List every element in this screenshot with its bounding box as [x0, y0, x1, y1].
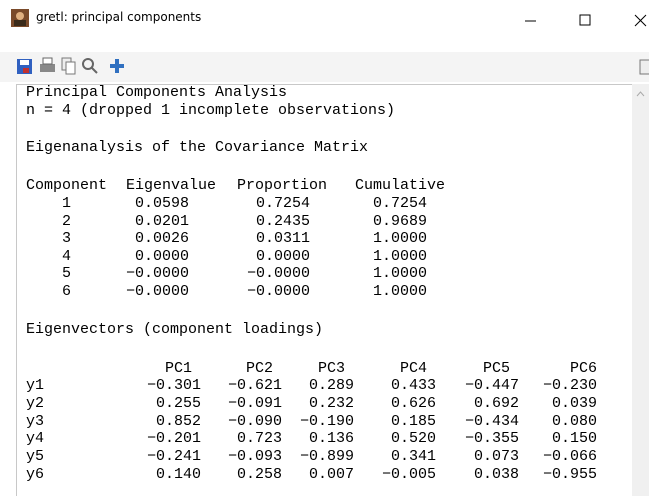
table-cell: 0.7254 [372, 195, 427, 212]
table-cell: 5 [61, 265, 71, 283]
table-cell: −0.621 [227, 377, 282, 394]
table-cell: −0.899 [299, 448, 354, 466]
note: n = 4 (dropped 1 incomplete observations… [26, 102, 396, 119]
table-cell: 0.0026 [134, 230, 189, 248]
table-cell: 0.039 [551, 394, 597, 412]
table-cell: −0.090 [227, 412, 282, 430]
table-cell: 0.626 [390, 394, 436, 412]
table-cell: 0.9689 [372, 212, 427, 230]
table-cell: −0.434 [464, 412, 519, 430]
table-cell: 0.140 [155, 466, 201, 483]
table-cell: −0.230 [542, 377, 597, 394]
table-cell: 0.433 [390, 377, 436, 394]
table-cell: 0.073 [473, 448, 519, 466]
table-cell: −0.955 [542, 466, 597, 483]
column-header: PC1 [164, 360, 192, 377]
app-icon [11, 9, 29, 27]
table-cell: 1.0000 [372, 247, 427, 265]
table-cell: 4 [61, 247, 71, 265]
table-cell: −0.447 [464, 377, 519, 394]
table-cell: 0.692 [473, 394, 519, 412]
table-cell: 0.038 [473, 466, 519, 483]
column-header: Eigenvalue [126, 177, 217, 194]
table-cell: 6 [61, 283, 71, 300]
table-cell: 0.723 [236, 430, 282, 448]
column-header: PC2 [245, 360, 273, 377]
table-cell: −0.301 [146, 377, 201, 394]
section-title: Eigenanalysis of the Covariance Matrix [26, 139, 369, 156]
table-cell: 0.136 [308, 430, 354, 448]
table-cell: −0.0000 [125, 283, 189, 300]
scroll-up [636, 91, 645, 97]
row-label: y2 [26, 394, 45, 412]
column-header: Component [26, 177, 108, 194]
table-cell: −0.190 [299, 412, 354, 430]
table-cell: 1.0000 [372, 230, 427, 248]
row-label: y4 [26, 430, 45, 448]
table-cell: −0.091 [227, 394, 282, 412]
toolbar-icons[interactable] [0, 52, 649, 82]
row-label: y6 [26, 466, 45, 483]
column-header: PC3 [317, 360, 345, 377]
column-header: PC6 [569, 360, 597, 377]
table-cell: 1.0000 [372, 265, 427, 283]
table-cell: 0.0598 [134, 195, 189, 212]
row-label: y3 [26, 412, 45, 430]
toolbar [0, 52, 649, 82]
table-cell: −0.093 [227, 448, 282, 466]
table-cell: 0.007 [308, 466, 354, 483]
column-header: PC5 [482, 360, 510, 377]
table-cell: 1.0000 [372, 283, 427, 300]
table-cell: 0.0201 [134, 212, 189, 230]
row-label: y1 [26, 377, 45, 394]
table-cell: 0.258 [236, 466, 282, 483]
table-cell: 0.289 [308, 377, 354, 394]
window-title: gretl: principal components [36, 10, 202, 24]
table-cell: 0.520 [390, 430, 436, 448]
window-controls[interactable] [520, 8, 649, 32]
table-cell: 0.7254 [255, 195, 310, 212]
column-header: Proportion [237, 177, 328, 194]
heading: Principal Components Analysis [26, 84, 288, 101]
table-cell: 0.852 [155, 412, 201, 430]
text-area [16, 84, 633, 496]
title-bar: gretl: principal components [0, 0, 649, 44]
table-cell: −0.0000 [246, 283, 310, 300]
table-cell: 1 [61, 195, 71, 212]
table-cell: 0.150 [551, 430, 597, 448]
column-header: PC4 [399, 360, 427, 377]
table-cell: 0.0311 [255, 230, 310, 248]
table-cell: 0.0000 [134, 247, 189, 265]
table-cell: 0.080 [551, 412, 597, 430]
row-label: y5 [26, 448, 45, 466]
table-cell: −0.201 [146, 430, 201, 448]
table-cell: 3 [61, 230, 71, 248]
section-title: Eigenvectors (component loadings) [26, 321, 324, 338]
table-cell: −0.0000 [246, 265, 310, 283]
table-cell: 0.185 [390, 412, 436, 430]
table-cell: −0.355 [464, 430, 519, 448]
scrollbar[interactable] [632, 84, 649, 496]
table-cell: 0.0000 [255, 247, 310, 265]
table-cell: 2 [61, 212, 71, 230]
table-cell: −0.241 [146, 448, 201, 466]
table-cell: 0.341 [390, 448, 436, 466]
table-cell: 0.232 [308, 394, 354, 412]
table-cell: −0.066 [542, 448, 597, 466]
table-cell: −0.0000 [125, 265, 189, 283]
column-header: Cumulative [355, 177, 446, 194]
table-cell: −0.005 [381, 466, 436, 483]
table-cell: 0.255 [155, 394, 201, 412]
table-cell: 0.2435 [255, 212, 310, 230]
